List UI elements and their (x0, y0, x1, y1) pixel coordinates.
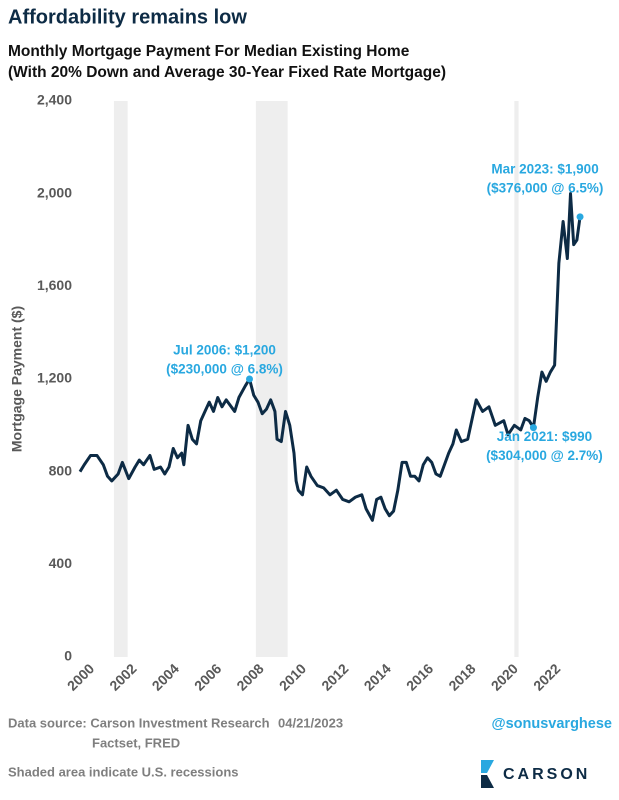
y-tick-label: 1,600 (37, 277, 72, 293)
x-tick-label: 2018 (445, 660, 478, 693)
chart-title: Monthly Mortgage Payment For Median Exis… (8, 43, 410, 60)
x-tick-label: 2016 (403, 660, 436, 693)
page-heading: Affordability remains low (8, 6, 247, 28)
annotation-text: ($376,000 @ 6.5%) (487, 180, 604, 195)
annotation-text: Jan 2021: $990 (497, 429, 592, 444)
y-tick-label: 800 (49, 462, 73, 478)
x-tick-label: 2014 (361, 660, 394, 693)
annotation-text: Mar 2023: $1,900 (491, 161, 598, 176)
x-tick-label: 2010 (276, 660, 309, 693)
x-tick-label: 2020 (488, 660, 521, 693)
y-tick-label: 1,200 (37, 370, 72, 386)
y-tick-label: 2,400 (37, 92, 72, 108)
annotation-text: ($304,000 @ 2.7%) (486, 448, 603, 463)
annotation-dot (576, 213, 584, 221)
x-tick-label: 2004 (149, 660, 182, 693)
y-tick-label: 2,000 (37, 184, 72, 200)
y-tick-label: 0 (64, 648, 72, 664)
annotation-dot (529, 424, 537, 432)
source-text: Data source: Carson Investment Research (8, 715, 270, 730)
annotation-dot (246, 375, 254, 383)
logo-text: CARSON (503, 766, 590, 783)
chart-subtitle: (With 20% Down and Average 30-Year Fixed… (8, 64, 446, 81)
x-tick-label: 2006 (191, 660, 224, 693)
source-text: Factset, FRED (92, 735, 180, 750)
date-text: 04/21/2023 (278, 715, 343, 730)
recession-band (514, 101, 519, 657)
x-tick-label: 2008 (233, 660, 266, 693)
logo: CARSON (481, 760, 590, 788)
recession-band (255, 101, 288, 657)
y-tick-label: 400 (49, 555, 73, 571)
plot-area: 0 400 800 1,200 1,600 2,000 2,400 2000 2002 2004 2… (37, 92, 603, 694)
logo-shape (481, 760, 494, 773)
data-line (78, 192, 582, 522)
logo-shape (481, 775, 494, 788)
x-tick-label: 2012 (318, 660, 351, 693)
author-handle: @sonusvarghese (491, 716, 612, 732)
x-tick-label: 2000 (64, 660, 97, 693)
x-tick-label: 2022 (530, 660, 563, 693)
annotation-text: ($230,000 @ 6.8%) (166, 362, 283, 377)
x-tick-label: 2002 (106, 660, 139, 693)
recession-note: Shaded area indicate U.S. recessions (8, 764, 239, 779)
recession-band (113, 101, 128, 657)
annotation-text: Jul 2006: $1,200 (173, 343, 276, 358)
y-axis-label: Mortgage Payment ($) (9, 306, 25, 452)
